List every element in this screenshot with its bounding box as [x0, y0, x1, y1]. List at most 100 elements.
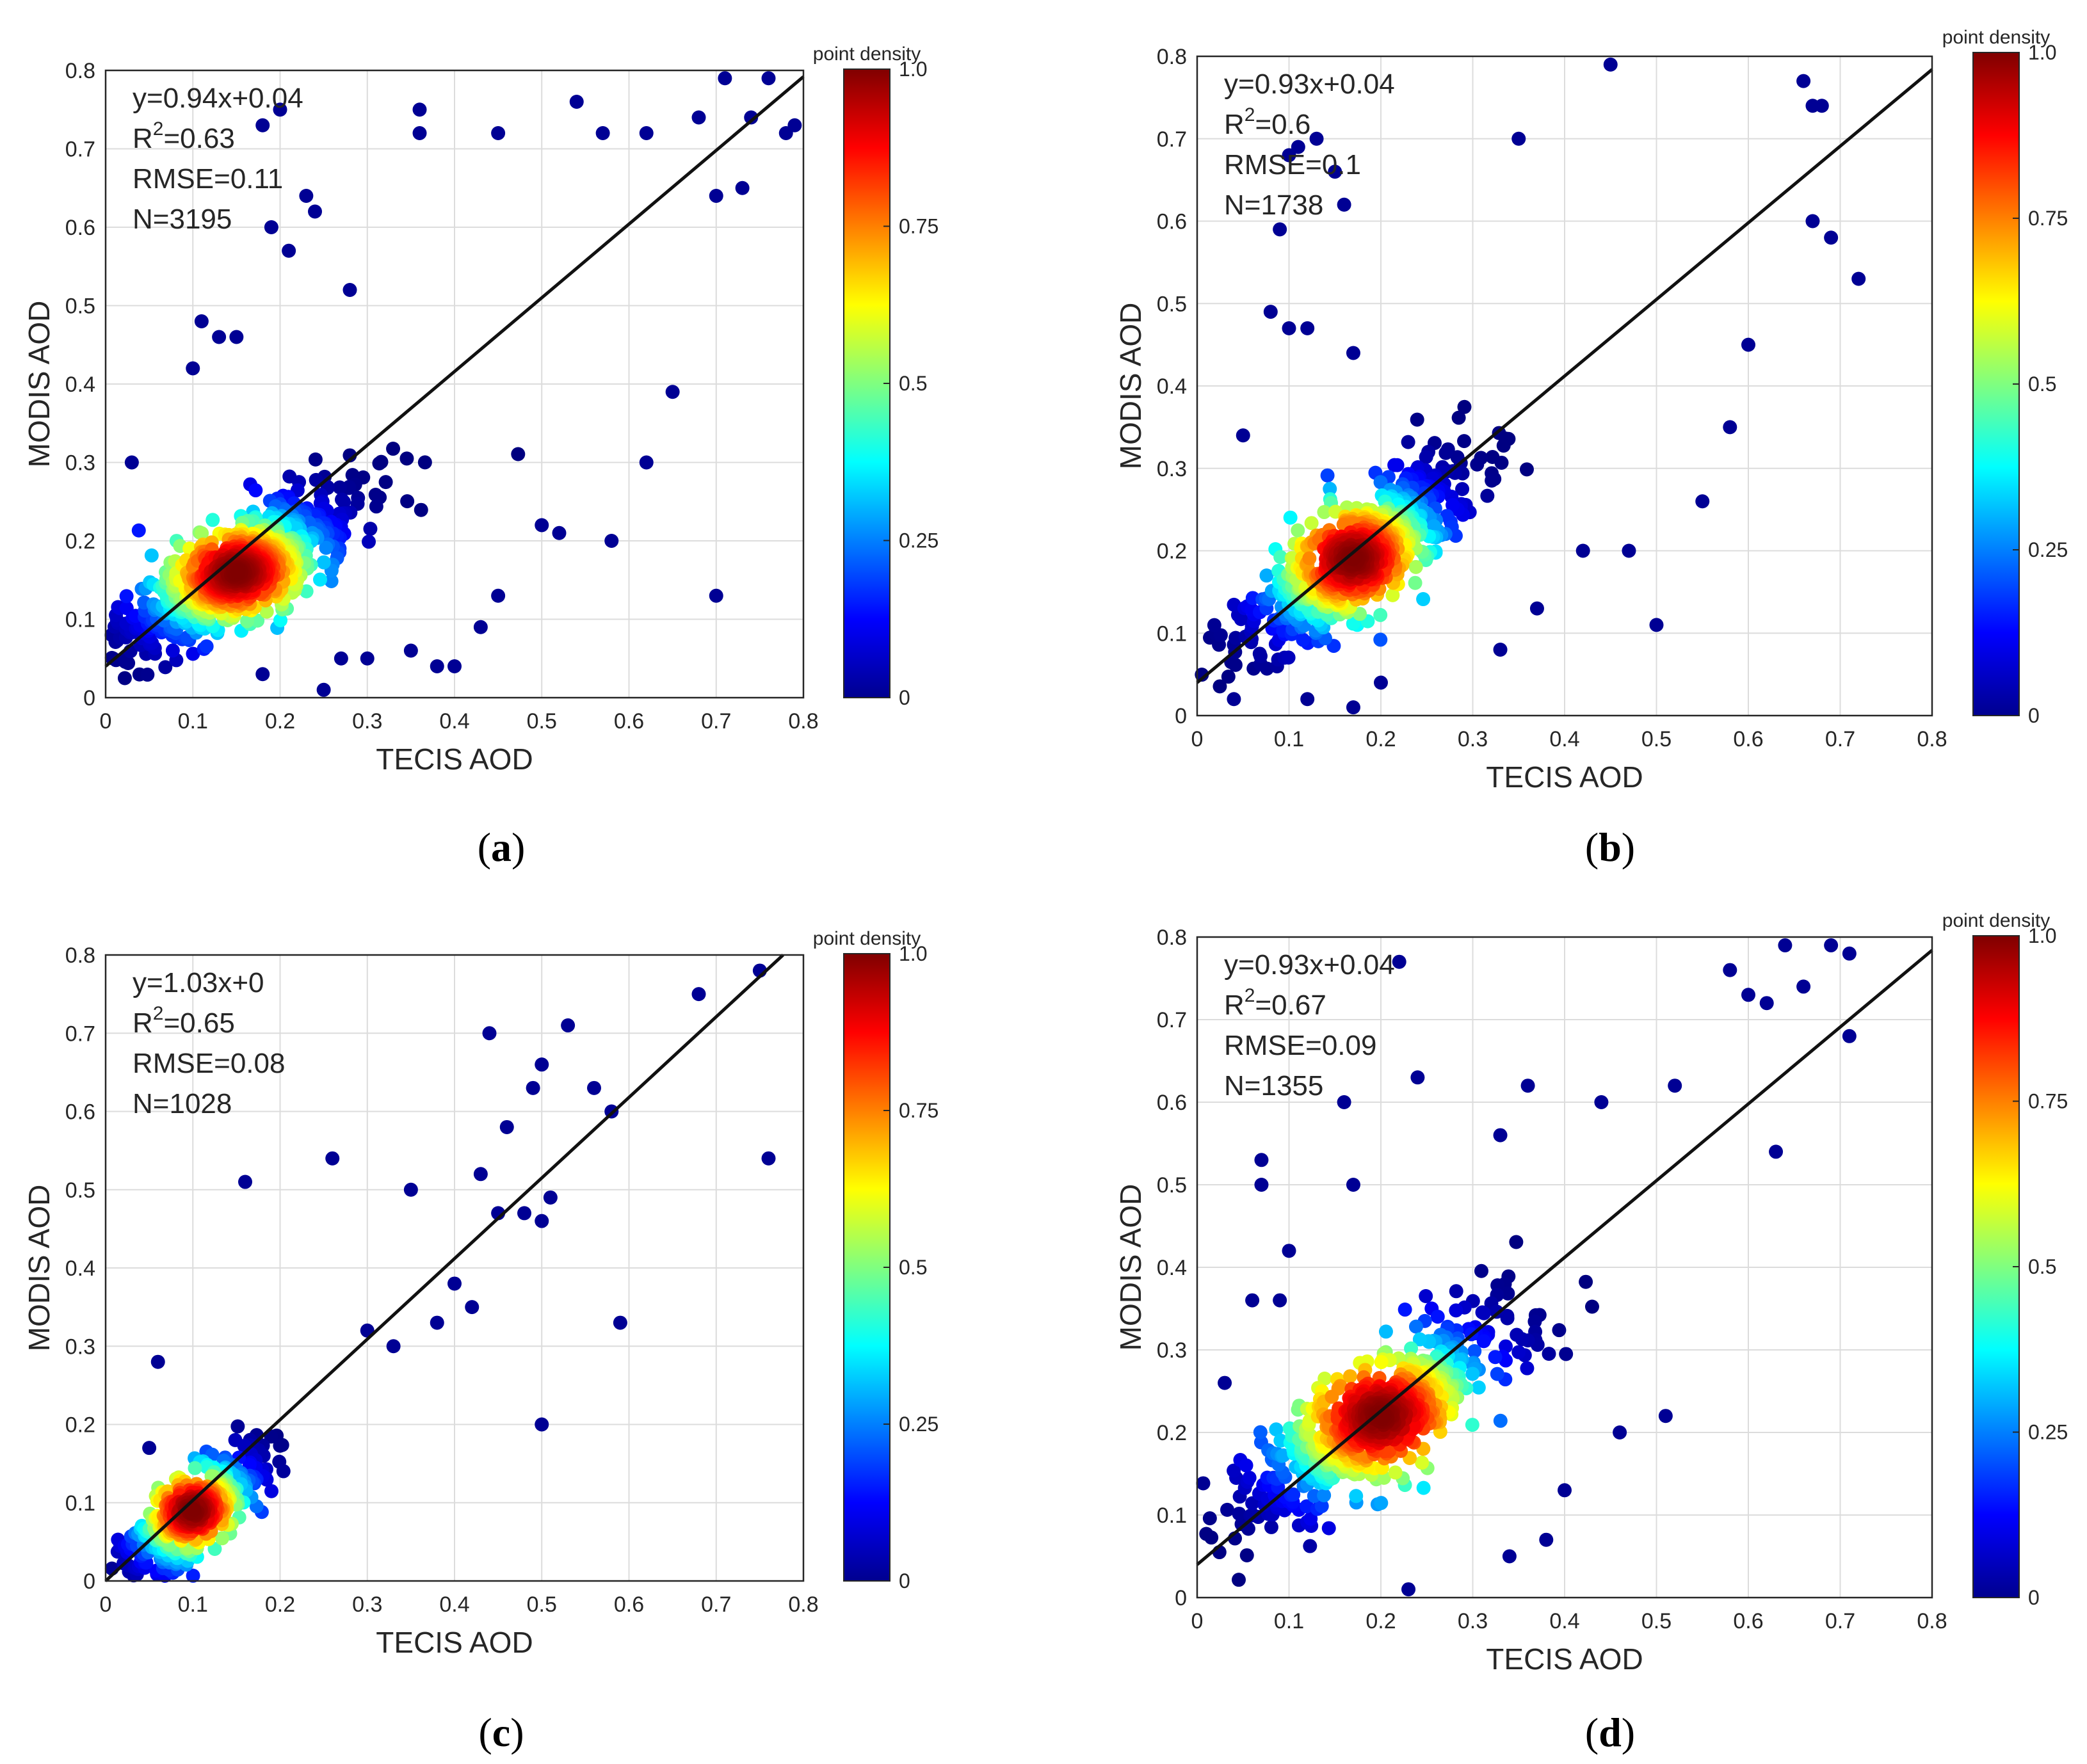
y-tick-label: 0 [1175, 704, 1187, 728]
x-tick-label: 0.6 [1733, 727, 1763, 751]
data-point [1480, 488, 1495, 503]
x-tick-label: 0.6 [1733, 1609, 1763, 1633]
data-point [1419, 1289, 1433, 1304]
x-tick-label: 0.5 [527, 709, 557, 734]
data-point [1509, 1235, 1524, 1249]
data-point [604, 534, 619, 548]
data-point [144, 548, 159, 563]
data-point [386, 442, 401, 456]
data-point [561, 1018, 576, 1033]
data-point [412, 126, 427, 140]
data-point [1824, 938, 1839, 952]
data-point [1304, 516, 1319, 531]
data-point [337, 495, 351, 509]
y-tick-label: 0.1 [65, 1491, 95, 1516]
data-point [1769, 1144, 1784, 1159]
y-tick-label: 0.6 [1157, 1091, 1187, 1115]
data-point [255, 667, 270, 682]
data-point [1218, 1375, 1232, 1390]
data-point [1259, 568, 1274, 583]
colorbar [843, 953, 890, 1582]
data-point [1346, 1178, 1360, 1192]
data-point [447, 659, 462, 673]
x-tick-label: 0.1 [178, 1592, 208, 1617]
data-point [1232, 1506, 1246, 1521]
x-axis-label: TECIS AOD [376, 742, 533, 776]
data-point [187, 1502, 202, 1517]
x-tick-label: 0.8 [788, 1592, 818, 1617]
data-point [1457, 434, 1472, 449]
y-tick-label: 0.4 [1157, 1256, 1187, 1280]
x-tick-label: 0.2 [1366, 1609, 1396, 1633]
y-tick-label: 0.4 [65, 373, 95, 397]
data-point [369, 499, 383, 514]
data-point [691, 987, 706, 1002]
data-point [691, 110, 706, 125]
colorbar-label: point density [813, 44, 921, 65]
data-point [186, 361, 200, 376]
data-point [1529, 601, 1544, 616]
data-point [1254, 1178, 1269, 1192]
data-point [1502, 1549, 1517, 1564]
colorbar [1972, 52, 2020, 716]
colorbar-tick-label: 0.5 [2028, 1255, 2056, 1278]
data-point [517, 1206, 531, 1221]
data-point [1805, 99, 1820, 113]
data-point [264, 220, 278, 234]
data-point [1404, 1341, 1419, 1356]
data-point [1374, 1355, 1389, 1370]
sample-count: N=3195 [133, 204, 232, 235]
data-point [1412, 1332, 1427, 1347]
panel-d: 0 0.1 0.2 0.3 0.4 0.5 0.6 0.7 0.8 0 0.1 0.2 0.3 0.4 0.… [1114, 910, 2068, 1755]
data-point [1457, 399, 1472, 414]
sample-count: N=1738 [1224, 189, 1323, 221]
data-point [417, 455, 432, 470]
data-point [1419, 450, 1433, 465]
data-point [1291, 523, 1305, 538]
data-point [1415, 1455, 1430, 1470]
data-point [1231, 1573, 1246, 1587]
scatter-points [104, 963, 776, 1583]
data-point [465, 1300, 479, 1315]
data-point [1220, 1502, 1235, 1517]
x-tick-label: 0.4 [1549, 727, 1579, 751]
data-point [709, 189, 723, 203]
data-point [1296, 632, 1310, 647]
x-tick-label: 0.7 [701, 709, 731, 734]
colorbar-tick-label: 0.5 [2028, 373, 2056, 396]
data-point [332, 480, 347, 495]
data-point [312, 572, 327, 587]
y-tick-label: 0.1 [1157, 1503, 1187, 1528]
data-point [1485, 450, 1500, 465]
data-point [1207, 618, 1221, 632]
data-point [1485, 473, 1499, 488]
y-tick-label: 0.7 [65, 1022, 95, 1046]
data-point [414, 502, 428, 517]
y-tick-label: 0.8 [1157, 45, 1187, 69]
panel-a: 0 0.1 0.2 0.3 0.4 0.5 0.6 0.7 0.8 0 0.1 0.2 0.3 0.4 0.… [22, 44, 939, 870]
x-tick-label: 0 [100, 1592, 112, 1617]
panel-b: 0 0.1 0.2 0.3 0.4 0.5 0.6 0.7 0.8 0 0.1 0.2 0.3 0.4 0.… [1114, 27, 2068, 870]
data-point [255, 118, 270, 132]
data-point [140, 668, 155, 682]
colorbar-label: point density [813, 928, 921, 949]
data-point [1302, 551, 1317, 566]
data-point [1323, 481, 1337, 496]
y-tick-label: 0.7 [65, 138, 95, 162]
x-tick-label: 0.2 [1366, 727, 1396, 751]
colorbar-tick-label: 0.5 [899, 372, 927, 395]
data-point [535, 518, 549, 533]
data-point [613, 1315, 627, 1330]
data-point [1542, 1347, 1556, 1361]
rmse: RMSE=0.09 [1224, 1030, 1376, 1061]
data-point [195, 526, 209, 541]
colorbar-tick-label: 0 [899, 1569, 910, 1592]
sample-count: N=1028 [133, 1088, 232, 1119]
data-point [342, 283, 357, 297]
data-point [639, 455, 654, 470]
data-point [1476, 1334, 1491, 1349]
data-point [131, 523, 146, 538]
data-point [761, 1151, 776, 1166]
data-point [430, 1315, 444, 1330]
data-point [1842, 946, 1857, 961]
